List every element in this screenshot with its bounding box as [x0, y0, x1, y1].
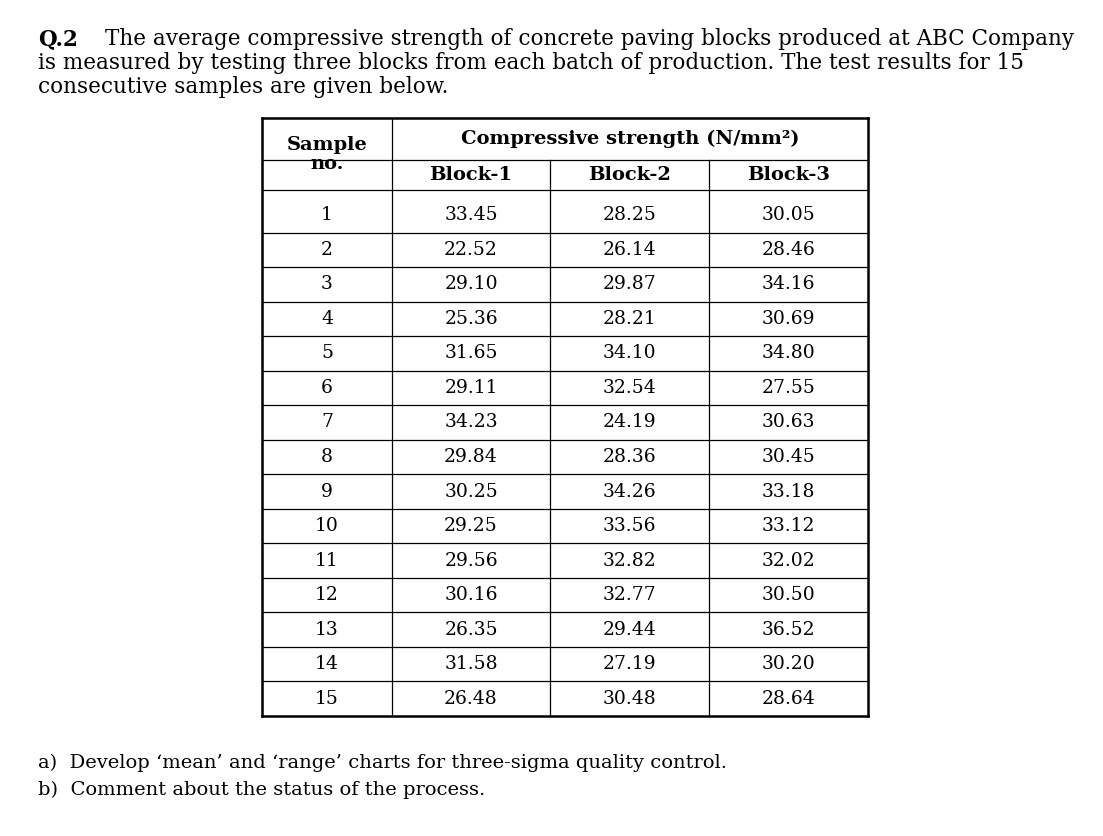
Text: 7: 7 [321, 414, 333, 431]
Text: 13: 13 [315, 620, 339, 639]
Text: 28.21: 28.21 [602, 310, 656, 328]
Text: 30.45: 30.45 [762, 448, 815, 466]
Text: 25.36: 25.36 [445, 310, 497, 328]
Text: 33.18: 33.18 [762, 482, 815, 501]
Text: 26.35: 26.35 [445, 620, 497, 639]
Text: 33.56: 33.56 [602, 517, 656, 535]
Text: 30.25: 30.25 [445, 482, 497, 501]
Text: 30.50: 30.50 [762, 586, 815, 604]
Text: 5: 5 [321, 344, 333, 362]
Text: 29.44: 29.44 [602, 620, 656, 639]
Text: 1: 1 [321, 206, 333, 224]
Text: Compressive strength (N/mm²): Compressive strength (N/mm²) [461, 130, 800, 148]
Text: 8: 8 [321, 448, 333, 466]
Text: 22.52: 22.52 [445, 241, 497, 259]
Text: 14: 14 [315, 655, 339, 673]
Text: 34.10: 34.10 [602, 344, 656, 362]
Text: 15: 15 [315, 690, 339, 708]
Text: 31.58: 31.58 [445, 655, 497, 673]
Text: 24.19: 24.19 [602, 414, 656, 431]
Text: The average compressive strength of concrete paving blocks produced at ABC Compa: The average compressive strength of conc… [105, 28, 1074, 50]
Text: Sample: Sample [287, 136, 367, 154]
Text: 30.63: 30.63 [762, 414, 815, 431]
Text: 27.19: 27.19 [602, 655, 656, 673]
Text: 29.56: 29.56 [445, 552, 497, 569]
Text: consecutive samples are given below.: consecutive samples are given below. [38, 76, 449, 98]
Text: 29.10: 29.10 [445, 275, 497, 293]
Text: 3: 3 [321, 275, 333, 293]
Text: 4: 4 [321, 310, 333, 328]
Text: 31.65: 31.65 [445, 344, 497, 362]
Text: a)  Develop ‘mean’ and ‘range’ charts for three-sigma quality control.: a) Develop ‘mean’ and ‘range’ charts for… [38, 754, 727, 772]
Text: 32.77: 32.77 [602, 586, 656, 604]
Text: 33.45: 33.45 [445, 206, 497, 224]
Text: 28.25: 28.25 [602, 206, 656, 224]
Text: 26.14: 26.14 [602, 241, 656, 259]
Text: 6: 6 [321, 379, 333, 397]
Text: b)  Comment about the status of the process.: b) Comment about the status of the proce… [38, 781, 485, 799]
Text: 28.64: 28.64 [762, 690, 815, 708]
Text: Block-2: Block-2 [588, 166, 671, 184]
Text: 12: 12 [315, 586, 339, 604]
Text: 29.87: 29.87 [602, 275, 656, 293]
Text: Q.2: Q.2 [38, 28, 78, 50]
Text: 30.69: 30.69 [762, 310, 815, 328]
Text: 34.80: 34.80 [762, 344, 815, 362]
Text: 30.48: 30.48 [602, 690, 656, 708]
Text: 11: 11 [315, 552, 339, 569]
Text: is measured by testing three blocks from each batch of production. The test resu: is measured by testing three blocks from… [38, 52, 1024, 74]
Text: 30.05: 30.05 [762, 206, 815, 224]
Text: 29.25: 29.25 [445, 517, 497, 535]
Text: 32.02: 32.02 [762, 552, 815, 569]
Text: 34.23: 34.23 [445, 414, 497, 431]
Text: 2: 2 [321, 241, 333, 259]
Text: 32.54: 32.54 [602, 379, 656, 397]
Text: 29.84: 29.84 [445, 448, 497, 466]
Text: 34.16: 34.16 [762, 275, 815, 293]
Text: 30.20: 30.20 [762, 655, 815, 673]
Text: 36.52: 36.52 [762, 620, 815, 639]
Text: 33.12: 33.12 [762, 517, 815, 535]
Text: 27.55: 27.55 [761, 379, 815, 397]
Text: 9: 9 [321, 482, 333, 501]
Text: 26.48: 26.48 [445, 690, 497, 708]
Text: 30.16: 30.16 [445, 586, 497, 604]
Text: 32.82: 32.82 [602, 552, 656, 569]
Text: no.: no. [310, 155, 344, 173]
Text: Block-1: Block-1 [429, 166, 513, 184]
Text: 29.11: 29.11 [445, 379, 497, 397]
Text: 34.26: 34.26 [602, 482, 656, 501]
Text: 28.46: 28.46 [762, 241, 815, 259]
Text: 28.36: 28.36 [602, 448, 656, 466]
Text: 10: 10 [315, 517, 339, 535]
Text: Block-3: Block-3 [747, 166, 829, 184]
